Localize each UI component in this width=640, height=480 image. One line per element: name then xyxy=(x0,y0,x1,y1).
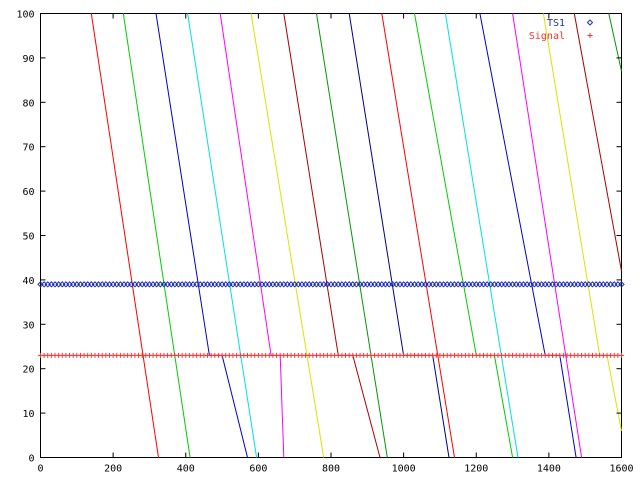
series-line-9 xyxy=(316,13,388,458)
y-tick-label: 60 xyxy=(22,187,34,198)
legend-marker-plus xyxy=(587,33,593,38)
y-tick-label: 10 xyxy=(22,409,34,420)
x-tick-label: 0 xyxy=(37,464,43,475)
series-line-18 xyxy=(608,13,622,72)
series-line-16 xyxy=(542,13,622,431)
legend-label-ts1: TS1 xyxy=(547,18,565,29)
y-tick-label: 50 xyxy=(22,232,34,243)
series-line-12 xyxy=(414,13,514,458)
series-line-14 xyxy=(479,13,577,458)
series-lines xyxy=(90,13,622,458)
y-tick-label: 80 xyxy=(22,98,34,109)
y-tick-label: 100 xyxy=(16,10,34,21)
x-tick-label: 1400 xyxy=(537,464,561,475)
x-tick-label: 1000 xyxy=(392,464,416,475)
y-tick-label: 20 xyxy=(22,365,34,376)
marker-series-signal xyxy=(38,352,624,358)
legend-label-signal: Signal xyxy=(529,31,565,42)
data-point xyxy=(618,281,625,288)
data-point xyxy=(619,352,624,358)
plot-area xyxy=(40,13,622,458)
series-line-15 xyxy=(512,13,583,458)
series-line-2 xyxy=(90,13,159,458)
x-tick-label: 1200 xyxy=(464,464,488,475)
series-line-3 xyxy=(122,13,191,458)
plot-frame xyxy=(40,13,622,458)
legend-marker-diamond xyxy=(586,19,594,26)
series-line-10 xyxy=(348,13,450,458)
series-line-11 xyxy=(381,13,455,458)
series-line-7 xyxy=(250,13,325,458)
y-tick-label: 0 xyxy=(28,454,34,465)
series-line-4 xyxy=(155,13,248,458)
x-tick-label: 800 xyxy=(322,464,340,475)
marker-series-ts1 xyxy=(37,281,625,288)
series-line-13 xyxy=(444,13,519,458)
x-tick-label: 400 xyxy=(177,464,195,475)
legend: TS1 Signal xyxy=(529,18,594,42)
series-markers xyxy=(37,281,625,358)
y-tick-label: 90 xyxy=(22,54,34,65)
x-tick-label: 600 xyxy=(249,464,267,475)
x-tick-label: 1600 xyxy=(609,464,633,475)
axis-ticks: 0 200 400 600 800 1000 1200 1400 1600 0 10 20 30 40 50… xyxy=(16,10,633,475)
series-line-8 xyxy=(283,13,381,458)
series-line-17 xyxy=(573,13,622,272)
series-line-5 xyxy=(187,13,258,458)
x-tick-label: 200 xyxy=(104,464,122,475)
y-tick-label: 40 xyxy=(22,276,34,287)
y-tick-label: 30 xyxy=(22,320,34,331)
y-tick-label: 70 xyxy=(22,143,34,154)
series-line-6 xyxy=(219,13,285,458)
